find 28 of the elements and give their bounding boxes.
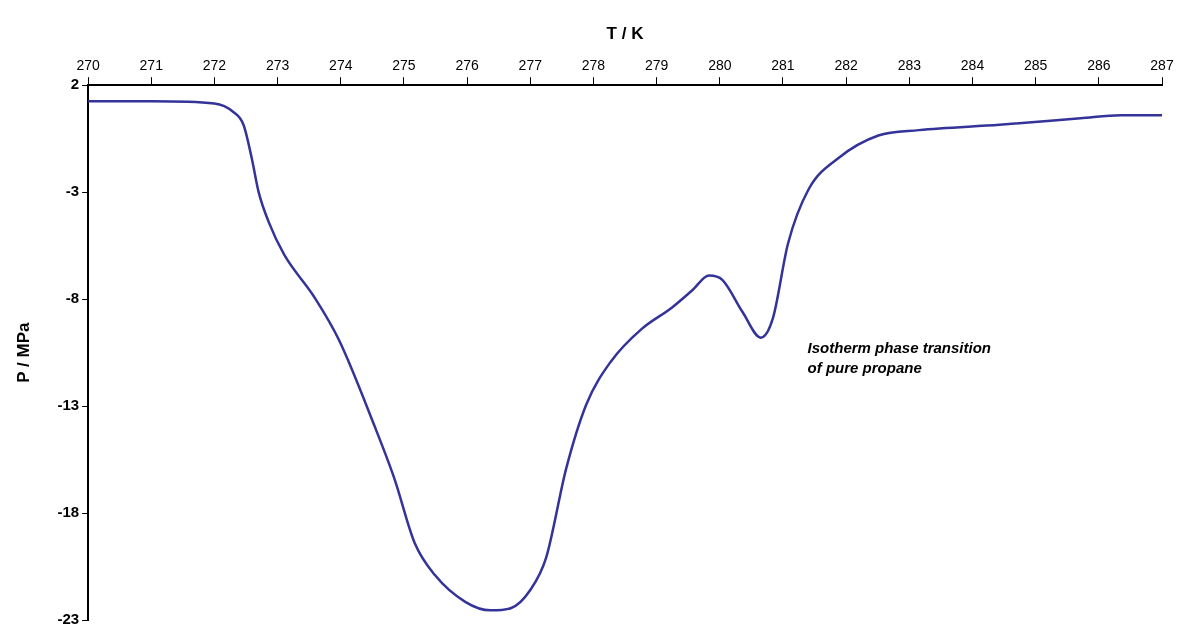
x-tick-label: 275: [392, 56, 416, 73]
y-tick-label: -18: [57, 503, 80, 521]
x-tick-label: 287: [1150, 56, 1174, 73]
x-tick-label: 271: [139, 56, 164, 73]
x-tick-label: 281: [771, 56, 795, 73]
x-tick-label: 283: [897, 56, 922, 73]
y-tick-label: 2: [70, 75, 80, 93]
x-tick-label: 279: [644, 56, 669, 73]
y-tick-label: -3: [65, 182, 80, 200]
x-tick-label: 276: [455, 56, 479, 73]
annotation: Isotherm phase transition of pure propane: [807, 338, 991, 376]
x-tick-label: 270: [76, 56, 100, 73]
x-tick-label: 273: [265, 56, 290, 73]
y-tick-label: -13: [57, 396, 80, 414]
y-axis-title: P / MPa: [13, 321, 33, 383]
x-tick-label: 284: [960, 56, 985, 73]
x-tick-label: 280: [708, 56, 732, 73]
x-tick-label: 286: [1087, 56, 1111, 73]
y-tick-label: -8: [65, 289, 80, 307]
x-axis-title: T / K: [606, 23, 645, 43]
x-tick-label: 278: [581, 56, 606, 73]
x-tick-label: 282: [834, 56, 859, 73]
x-tick-label: 277: [518, 56, 543, 73]
x-tick-label: 272: [202, 56, 227, 73]
x-tick-label: 285: [1023, 56, 1048, 73]
x-tick-label: 274: [329, 56, 353, 73]
line-series: [88, 99, 1162, 612]
y-tick-label: -23: [57, 610, 80, 628]
